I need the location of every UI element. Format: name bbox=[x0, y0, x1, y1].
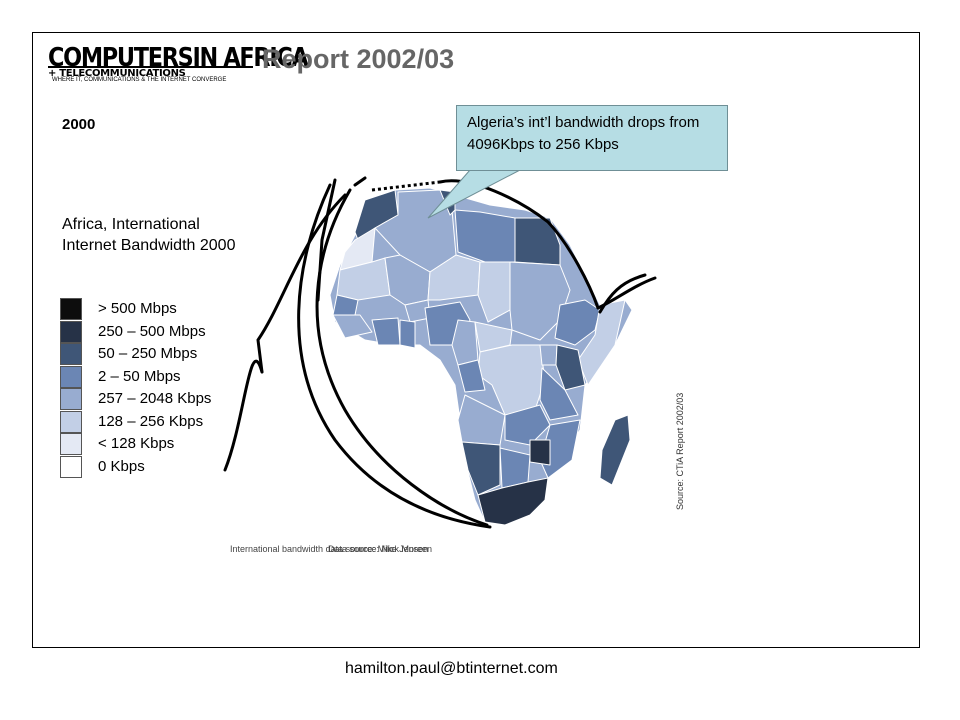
legend-label: 257 – 2048 Kbps bbox=[98, 390, 212, 407]
country-uganda bbox=[539, 344, 558, 366]
legend-swatch bbox=[60, 365, 82, 388]
cable-line-gib bbox=[353, 176, 367, 187]
country-zambia bbox=[504, 404, 551, 446]
legend-row: 50 – 250 Mbps bbox=[60, 343, 260, 365]
legend-swatch bbox=[60, 388, 82, 410]
cable-line-west bbox=[223, 359, 264, 472]
country-somalia bbox=[577, 299, 626, 386]
legend-row: 0 Kbps bbox=[60, 455, 260, 478]
legend-label: 250 – 500 Mbps bbox=[98, 322, 206, 340]
legend-swatch bbox=[60, 433, 82, 455]
country-ethiopia bbox=[554, 299, 601, 346]
map-title: Africa, International Internet Bandwidth… bbox=[62, 216, 236, 254]
source-note-bandwidth: International bandwidth data source: Mik… bbox=[230, 544, 429, 554]
country-kenya bbox=[555, 344, 586, 391]
country-madagascar bbox=[599, 414, 631, 486]
country-gabon-congo bbox=[457, 359, 486, 393]
footer-email: hamilton.paul@btinternet.com bbox=[345, 660, 558, 677]
legend-row: 128 – 256 Kbps bbox=[60, 410, 260, 433]
cable-line-redsea bbox=[598, 273, 647, 314]
country-cameroon bbox=[451, 319, 479, 366]
country-tanzania bbox=[539, 367, 579, 421]
country-sudan bbox=[509, 261, 571, 341]
country-botswana bbox=[499, 447, 531, 489]
legend-row: > 500 Mbps bbox=[60, 298, 260, 320]
cable-line-outer bbox=[297, 183, 492, 529]
logo-rule bbox=[48, 66, 253, 68]
legend-swatch bbox=[60, 455, 82, 478]
legend-label: 128 – 256 Kbps bbox=[98, 412, 204, 430]
source-note-vertical: Source: CTiA Report 2002/03 bbox=[675, 392, 685, 510]
map-year: 2000 bbox=[62, 116, 96, 133]
report-title: Report 2002/03 bbox=[262, 44, 455, 74]
logo-sub-text: + TELECOMMUNICATIONS bbox=[48, 68, 186, 79]
callout-box: Algeria’s int’l bandwidth drops from 409… bbox=[456, 105, 728, 171]
legend-row: 2 – 50 Mbps bbox=[60, 365, 260, 388]
country-libya bbox=[454, 209, 516, 263]
legend-row: 250 – 500 Mbps bbox=[60, 320, 260, 343]
source-note-data: Data source: Nick Moreen bbox=[328, 544, 433, 554]
country-guinea bbox=[332, 314, 373, 339]
legend-label: < 128 Kbps bbox=[98, 435, 175, 452]
country-ghana bbox=[399, 319, 416, 349]
legend-row: < 128 Kbps bbox=[60, 433, 260, 455]
legend-label: > 500 Mbps bbox=[98, 300, 177, 317]
country-chad bbox=[477, 261, 511, 323]
country-south-africa bbox=[477, 477, 549, 526]
cable-line-north bbox=[316, 178, 337, 302]
legend-swatch bbox=[60, 410, 82, 433]
legend-label: 2 – 50 Mbps bbox=[98, 367, 181, 385]
country-zimbabwe bbox=[529, 439, 551, 466]
legend-label: 0 Kbps bbox=[98, 457, 145, 475]
legend-swatch bbox=[60, 343, 82, 365]
country-namibia bbox=[461, 441, 501, 496]
legend-row: 257 – 2048 Kbps bbox=[60, 388, 260, 410]
cable-line-inner bbox=[315, 188, 489, 527]
legend-swatch bbox=[60, 320, 82, 343]
legend-swatch bbox=[60, 298, 82, 320]
legend-label: 50 – 250 Mbps bbox=[98, 345, 198, 362]
logo-tagline: WHERE IT, COMMUNICATIONS & THE INTERNET … bbox=[52, 77, 227, 83]
